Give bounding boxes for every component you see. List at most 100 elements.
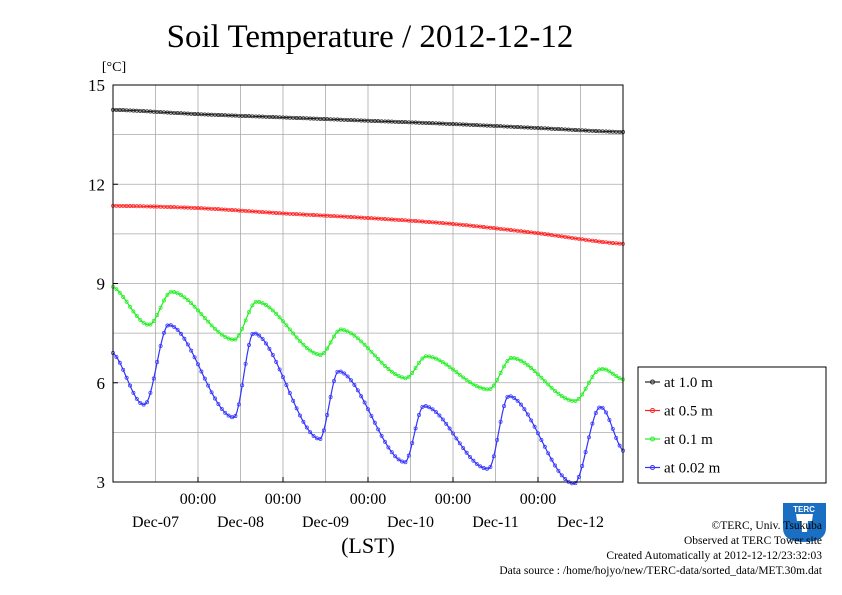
- data-point-marker: [542, 379, 547, 384]
- data-point-marker: [206, 383, 211, 388]
- data-point-marker: [236, 333, 241, 338]
- data-point-marker: [355, 336, 360, 341]
- x-tick-time-label: 00:00: [350, 491, 386, 508]
- series-at-0-02-m: [111, 323, 625, 486]
- data-point-marker: [396, 457, 401, 462]
- data-point-marker: [389, 450, 394, 455]
- data-point-marker: [576, 396, 581, 401]
- data-point-marker: [138, 400, 143, 405]
- data-point-marker: [328, 340, 333, 345]
- data-point-marker: [325, 413, 330, 417]
- data-point-marker: [172, 324, 177, 329]
- data-point-marker: [189, 301, 194, 306]
- series-line: [112, 324, 624, 485]
- data-point-marker: [185, 342, 190, 347]
- data-point-marker: [151, 319, 156, 323]
- data-point-marker: [274, 311, 279, 316]
- data-point-marker: [485, 466, 489, 471]
- data-point-marker: [454, 370, 459, 375]
- data-point-marker: [294, 406, 299, 411]
- data-point-marker: [549, 457, 554, 462]
- data-point-marker: [247, 343, 251, 347]
- data-point-marker: [243, 318, 248, 323]
- data-point-marker: [124, 375, 129, 380]
- data-point-marker: [498, 419, 503, 424]
- x-tick-time-label: 00:00: [180, 491, 216, 508]
- data-point-marker: [451, 367, 455, 372]
- data-point-marker: [542, 444, 547, 449]
- data-point-marker: [158, 305, 163, 310]
- data-point-marker: [383, 439, 387, 444]
- data-point-marker: [440, 360, 445, 365]
- x-tick-time-label: 00:00: [520, 491, 556, 508]
- data-point-marker: [519, 358, 523, 363]
- data-point-marker: [536, 372, 540, 377]
- data-point-marker: [168, 323, 173, 328]
- data-point-marker: [614, 374, 619, 379]
- data-point-marker: [430, 407, 435, 412]
- data-point-marker: [610, 426, 615, 431]
- data-point-marker: [236, 402, 241, 407]
- data-point-marker: [539, 438, 544, 442]
- data-point-marker: [593, 411, 598, 415]
- data-point-marker: [437, 413, 442, 418]
- data-point-marker: [583, 386, 588, 391]
- data-point-marker: [563, 396, 568, 401]
- data-point-marker: [593, 370, 598, 375]
- data-point-marker: [284, 323, 289, 328]
- data-point-marker: [260, 301, 265, 306]
- data-point-marker: [366, 346, 370, 351]
- data-point-marker: [406, 374, 411, 379]
- data-point-marker: [352, 382, 357, 387]
- data-point-marker: [512, 396, 517, 400]
- legend: at 1.0 m at 0.5 m at 0.1 m at 0.02 m: [637, 366, 827, 484]
- data-point-marker: [471, 458, 476, 463]
- data-point-marker: [417, 360, 421, 365]
- data-point-marker: [270, 353, 275, 357]
- data-point-marker: [617, 376, 622, 381]
- data-point-marker: [383, 363, 387, 368]
- data-point-marker: [287, 391, 292, 395]
- data-point-marker: [607, 417, 612, 422]
- data-point-marker: [311, 350, 316, 355]
- data-point-marker: [434, 356, 438, 361]
- data-point-marker: [321, 428, 326, 433]
- data-point-marker: [525, 412, 530, 417]
- data-point-marker: [257, 333, 262, 338]
- data-point-marker: [179, 293, 183, 297]
- data-point-marker: [444, 362, 449, 367]
- data-point-marker: [342, 328, 347, 333]
- data-point-marker: [342, 371, 347, 376]
- data-point-marker: [345, 374, 350, 379]
- data-point-marker: [298, 339, 302, 344]
- data-point-marker: [617, 443, 622, 448]
- x-tick-date-label: Dec-11: [472, 514, 519, 531]
- data-point-marker: [440, 417, 445, 422]
- data-point-marker: [532, 369, 537, 374]
- data-point-marker: [434, 410, 438, 415]
- data-point-marker: [522, 407, 527, 412]
- data-point-marker: [338, 369, 343, 374]
- data-point-marker: [117, 360, 122, 365]
- data-point-marker: [199, 312, 204, 317]
- data-point-marker: [311, 433, 316, 438]
- data-point-marker: [525, 363, 530, 368]
- data-point-marker: [202, 316, 207, 320]
- data-point-marker: [461, 375, 466, 380]
- data-point-marker: [553, 463, 557, 468]
- data-point-marker: [468, 380, 472, 385]
- data-point-marker: [488, 386, 493, 391]
- x-tick-time-label: 00:00: [265, 491, 301, 508]
- data-point-marker: [559, 473, 564, 478]
- data-point-marker: [403, 460, 408, 465]
- data-point-marker: [128, 304, 132, 309]
- data-point-marker: [308, 430, 313, 435]
- data-point-marker: [495, 377, 500, 382]
- data-point-marker: [600, 405, 605, 410]
- data-point-marker: [155, 313, 160, 317]
- data-point-marker: [610, 371, 615, 376]
- data-point-marker: [121, 367, 126, 372]
- data-point-marker: [522, 360, 527, 365]
- data-point-marker: [281, 319, 285, 324]
